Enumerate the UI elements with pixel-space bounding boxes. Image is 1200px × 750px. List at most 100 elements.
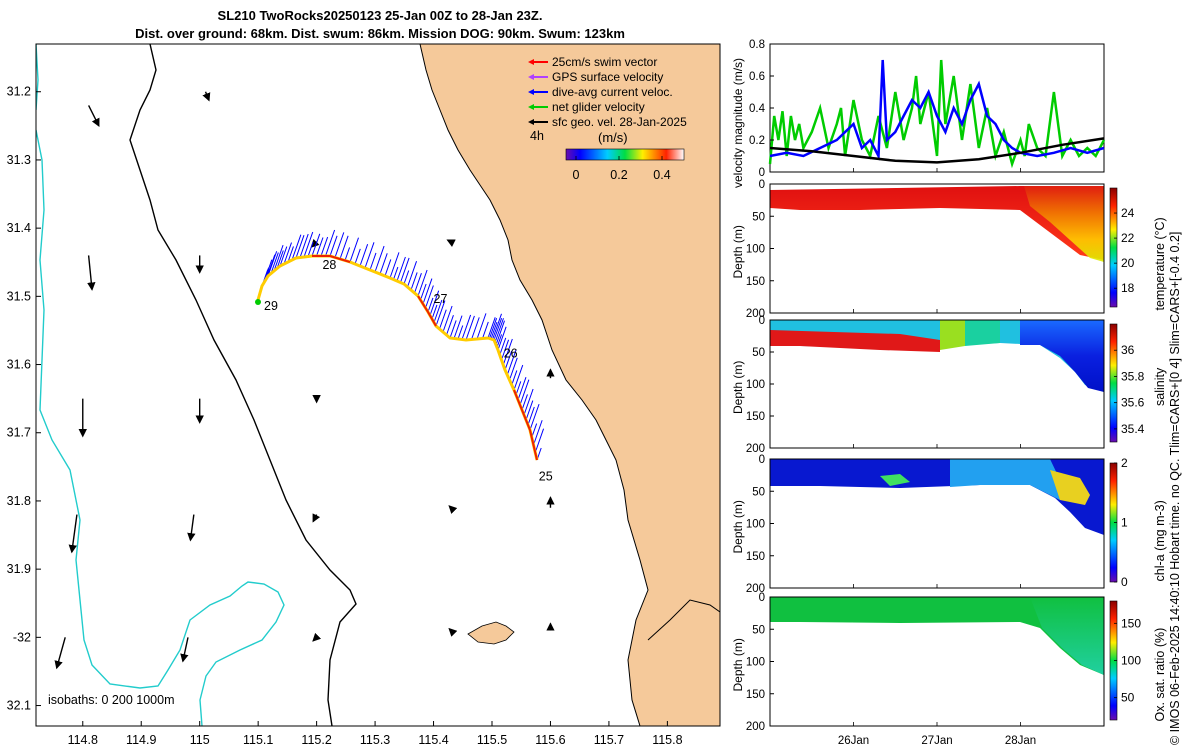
- current-vector: [446, 315, 454, 336]
- geo-velocity-arrow: [310, 238, 320, 248]
- colorbar-tick-label: 1: [1121, 516, 1128, 530]
- geo-velocity-arrow: [180, 637, 189, 663]
- geo-velocity-arrow: [446, 239, 456, 247]
- velocity-y-tick-label: 0: [759, 167, 765, 179]
- map-y-tick-label: 31.2: [7, 85, 31, 99]
- salinity-panel: [769, 319, 1105, 449]
- legend-label: GPS surface velocity: [552, 70, 663, 84]
- map-x-tick-label: 115.7: [594, 733, 624, 747]
- date-tick-label: 26Jan: [838, 735, 869, 747]
- current-vector: [364, 242, 375, 269]
- colorbar-tick-label: 35.4: [1121, 422, 1145, 436]
- current-vector: [389, 252, 400, 279]
- speed-colorbar: [565, 148, 685, 161]
- current-vector: [420, 283, 427, 301]
- current-vector: [283, 242, 292, 265]
- velocity-ylabel: velocity magnitude (m/s): [731, 58, 745, 188]
- depth-tick-label: 0: [759, 592, 765, 604]
- current-vector: [497, 326, 507, 351]
- time-step-label: 4h: [530, 129, 544, 143]
- current-vector: [525, 400, 534, 421]
- coastline: [419, 44, 649, 726]
- colorbar-tick-label: 0: [573, 168, 580, 182]
- current-vector: [513, 364, 524, 391]
- current-vector: [403, 270, 410, 285]
- current-vector: [369, 252, 377, 271]
- map-y-tick-label: -32: [13, 630, 31, 644]
- depth-tick-label: 200: [746, 583, 765, 595]
- geo-velocity-arrow: [87, 105, 100, 128]
- current-vector: [417, 269, 428, 297]
- colorbar-tick-label: 50: [1121, 691, 1135, 705]
- current-vector: [349, 237, 359, 263]
- depth-tick-label: 100: [746, 657, 765, 669]
- colorbar-tick-label: 0: [1121, 575, 1128, 589]
- depth-tick-label: 100: [746, 244, 765, 256]
- current-vector: [492, 313, 502, 340]
- depth-tick-label: 100: [746, 519, 765, 531]
- chart-title-line1: SL210 TwoRocks20250123 25-Jan 00Z to 28-…: [217, 8, 543, 23]
- track-day-label: 27: [434, 292, 448, 306]
- chla-panel: [769, 458, 1105, 589]
- map-x-tick-label: 114.9: [126, 733, 156, 747]
- depth-tick-label: 200: [746, 443, 765, 455]
- temperature-deep-field: [1024, 186, 1104, 262]
- velocity-y-tick-label: 0.8: [749, 39, 765, 51]
- depth-tick-label: 150: [746, 689, 765, 701]
- salinity-deep-field: [1020, 320, 1104, 392]
- section-colorbar: [1109, 323, 1118, 443]
- depth-tick-label: 0: [759, 179, 765, 191]
- geo-velocity-arrow: [202, 91, 211, 102]
- colorbar-tick-label: 35.8: [1121, 369, 1145, 383]
- depth-tick-label: 200: [746, 308, 765, 320]
- map-frame: [35, 43, 721, 727]
- map-x-tick-label: 115.6: [535, 733, 565, 747]
- colorbar-label: salinity: [1153, 367, 1167, 406]
- current-vector: [493, 318, 503, 341]
- current-vector: [533, 420, 543, 446]
- map-x-tick-label: 115.4: [418, 733, 448, 747]
- current-vector: [427, 297, 434, 313]
- current-vector: [534, 428, 545, 453]
- map-x-tick-label: 115: [190, 733, 210, 747]
- legend-label: dive-avg current veloc.: [552, 85, 673, 99]
- current-vector: [267, 251, 278, 277]
- section-colorbar: [1109, 187, 1118, 308]
- current-vector: [414, 273, 422, 294]
- geo-velocity-arrow: [87, 255, 96, 291]
- current-vector: [457, 325, 464, 340]
- current-vector: [325, 229, 336, 257]
- date-axis: 26Jan 27Jan 28Jan: [838, 168, 1036, 747]
- map-x-tick-label: 115.1: [243, 733, 273, 747]
- isobath-note: isobaths: 0 200 1000m: [48, 693, 174, 707]
- current-vector: [422, 278, 433, 305]
- date-tick-label: 28Jan: [1005, 735, 1036, 747]
- colorbar-tick-label: 0.2: [610, 168, 627, 182]
- current-vector: [499, 337, 507, 356]
- current-vector: [344, 247, 351, 261]
- current-vector: [494, 318, 504, 343]
- geo-velocity-arrow: [448, 627, 458, 637]
- current-vector: [425, 285, 434, 309]
- current-vector: [396, 256, 406, 282]
- current-vector: [270, 252, 279, 274]
- current-vector: [439, 309, 447, 330]
- depth-axis-label: Depth (m): [731, 225, 745, 278]
- map-y-tick-label: 31.7: [7, 426, 31, 440]
- colorbar-label: temperature (°C): [1153, 217, 1167, 310]
- salinity-mid: [965, 320, 1000, 346]
- current-vector: [519, 379, 530, 406]
- velocity-y-tick-label: 0.6: [749, 71, 765, 83]
- legend-label: 25cm/s swim vector: [552, 55, 657, 69]
- depth-axis-label: Depth (m): [731, 500, 745, 553]
- colorbar-tick-label: 100: [1121, 654, 1141, 668]
- current-vector: [433, 299, 443, 323]
- current-vector: [527, 406, 535, 426]
- current-vector: [276, 250, 284, 269]
- chart-title-line2: Dist. over ground: 68km. Dist. swum: 86k…: [135, 26, 625, 41]
- colorbar-tick-label: 2: [1121, 456, 1128, 470]
